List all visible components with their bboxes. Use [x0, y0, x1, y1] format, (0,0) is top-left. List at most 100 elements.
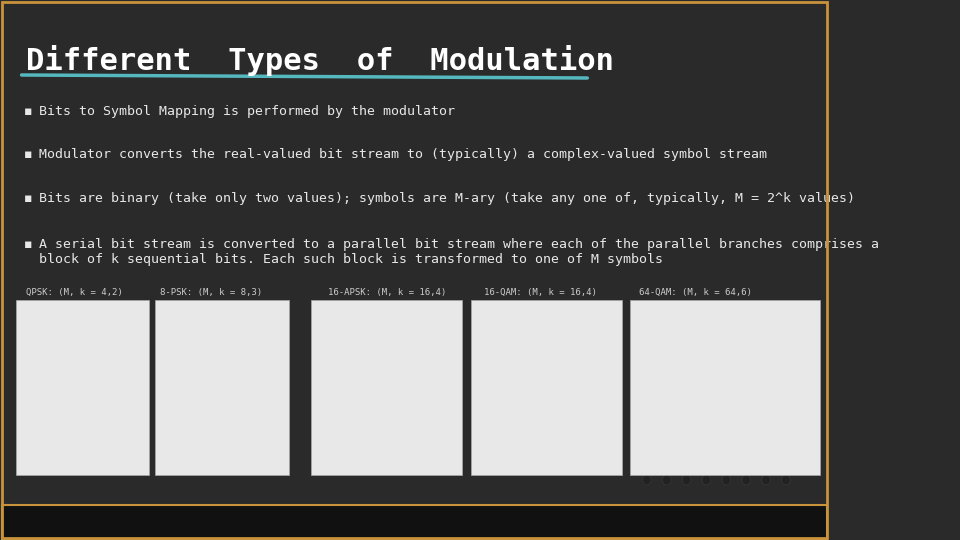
Text: 1011: 1011 — [567, 381, 582, 386]
Text: 0101: 0101 — [529, 359, 544, 363]
Circle shape — [550, 369, 562, 383]
Text: 0001: 0001 — [510, 359, 525, 363]
Circle shape — [702, 360, 710, 370]
Circle shape — [761, 452, 770, 462]
Circle shape — [722, 314, 731, 324]
Text: CT-474: CT-474 — [423, 521, 464, 530]
FancyBboxPatch shape — [15, 300, 150, 475]
Circle shape — [568, 414, 581, 428]
Circle shape — [761, 314, 770, 324]
Circle shape — [568, 392, 581, 406]
Circle shape — [702, 406, 710, 416]
Text: Bits to Symbol Mapping is performed by the modulator: Bits to Symbol Mapping is performed by t… — [38, 105, 455, 118]
Circle shape — [722, 475, 731, 485]
Circle shape — [404, 408, 411, 416]
Circle shape — [702, 452, 710, 462]
Text: 0011: 0011 — [510, 381, 525, 386]
Text: 010: 010 — [260, 424, 275, 434]
Circle shape — [531, 369, 542, 383]
Ellipse shape — [108, 342, 124, 355]
Circle shape — [404, 359, 411, 367]
Circle shape — [662, 429, 671, 439]
Text: 101: 101 — [156, 381, 170, 389]
Circle shape — [531, 414, 542, 428]
Text: 16-APSK: (M, k = 16,4): 16-APSK: (M, k = 16,4) — [328, 288, 446, 297]
Text: 1001: 1001 — [567, 359, 582, 363]
Text: 00: 00 — [120, 345, 131, 354]
Circle shape — [550, 392, 562, 406]
Circle shape — [662, 314, 671, 324]
Text: 1010: 1010 — [567, 402, 582, 408]
Circle shape — [334, 416, 342, 424]
Ellipse shape — [249, 343, 263, 354]
Circle shape — [742, 429, 751, 439]
Circle shape — [683, 383, 691, 393]
Text: 001: 001 — [260, 332, 275, 341]
Circle shape — [662, 360, 671, 370]
Text: 64-QAM: (M, k = 64,6): 64-QAM: (M, k = 64,6) — [639, 288, 752, 297]
Circle shape — [662, 383, 671, 393]
Text: 1101: 1101 — [548, 359, 563, 363]
Circle shape — [683, 475, 691, 485]
Circle shape — [642, 429, 651, 439]
Ellipse shape — [181, 421, 196, 432]
Circle shape — [722, 406, 731, 416]
Ellipse shape — [41, 342, 57, 355]
Circle shape — [722, 452, 731, 462]
Text: ▪: ▪ — [24, 148, 33, 161]
Circle shape — [722, 383, 731, 393]
Text: 01: 01 — [120, 411, 131, 421]
Circle shape — [761, 429, 770, 439]
Circle shape — [722, 360, 731, 370]
Circle shape — [432, 416, 439, 424]
Circle shape — [642, 475, 651, 485]
Circle shape — [702, 475, 710, 485]
Circle shape — [662, 406, 671, 416]
Circle shape — [355, 440, 362, 448]
Circle shape — [642, 337, 651, 347]
Text: 1000: 1000 — [567, 336, 582, 341]
Circle shape — [411, 440, 418, 448]
Text: 64QAM: 64QAM — [730, 301, 756, 310]
Circle shape — [683, 406, 691, 416]
Circle shape — [662, 452, 671, 462]
Circle shape — [512, 414, 524, 428]
Circle shape — [702, 383, 710, 393]
Text: ▪: ▪ — [24, 105, 33, 118]
Ellipse shape — [41, 421, 57, 433]
FancyBboxPatch shape — [470, 300, 622, 475]
Circle shape — [722, 429, 731, 439]
Text: 000: 000 — [215, 315, 229, 325]
Text: 110: 110 — [215, 441, 229, 449]
Circle shape — [550, 414, 562, 428]
Circle shape — [512, 392, 524, 406]
Text: Bits are binary (take only two values); symbols are M-ary (take any one of, typi: Bits are binary (take only two values); … — [38, 192, 854, 205]
Circle shape — [702, 337, 710, 347]
Circle shape — [742, 337, 751, 347]
Circle shape — [781, 360, 790, 370]
Text: Modulator converts the real-valued bit stream to (typically) a complex-valued sy: Modulator converts the real-valued bit s… — [38, 148, 767, 161]
Text: th: th — [570, 517, 579, 526]
Circle shape — [742, 360, 751, 370]
FancyBboxPatch shape — [2, 505, 828, 540]
Ellipse shape — [181, 343, 196, 354]
Circle shape — [781, 406, 790, 416]
Circle shape — [642, 360, 651, 370]
Ellipse shape — [168, 382, 181, 393]
Circle shape — [683, 337, 691, 347]
Circle shape — [568, 369, 581, 383]
Circle shape — [683, 429, 691, 439]
Circle shape — [781, 337, 790, 347]
Circle shape — [761, 383, 770, 393]
Ellipse shape — [215, 437, 229, 448]
Text: 16-QAM: (M, k = 16,4): 16-QAM: (M, k = 16,4) — [484, 288, 596, 297]
Text: 0010: 0010 — [510, 402, 525, 408]
Text: 0000: 0000 — [510, 336, 525, 341]
Circle shape — [355, 327, 362, 335]
Circle shape — [761, 360, 770, 370]
Circle shape — [531, 348, 542, 361]
Text: A serial bit stream is converted to a parallel bit stream where each of the para: A serial bit stream is converted to a pa… — [38, 238, 878, 266]
Circle shape — [439, 383, 446, 392]
Text: Different  Types  of  Modulation: Different Types of Modulation — [26, 45, 613, 76]
Circle shape — [781, 475, 790, 485]
